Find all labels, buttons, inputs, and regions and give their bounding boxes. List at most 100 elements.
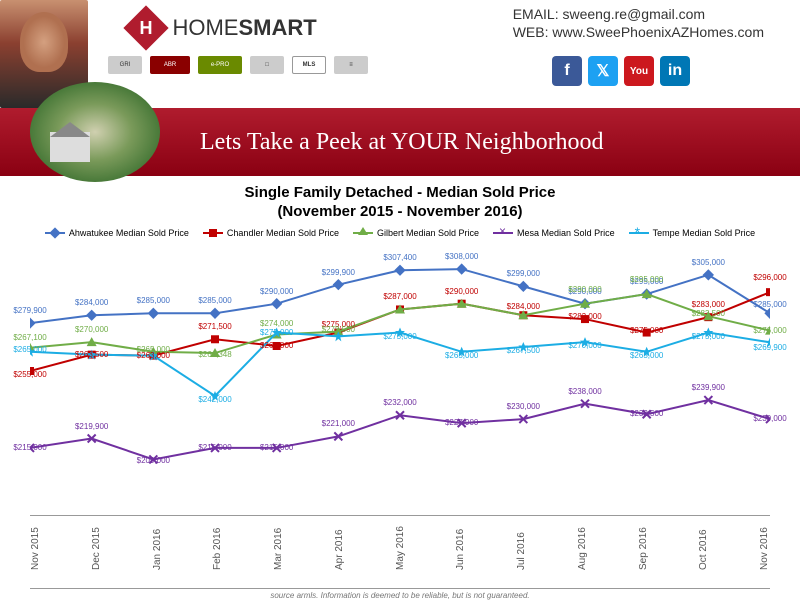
- data-label: $239,900: [692, 383, 725, 392]
- data-label: $265,000: [13, 345, 46, 354]
- legend-label: Ahwatukee Median Sold Price: [69, 228, 189, 238]
- data-label: $227,900: [445, 418, 478, 427]
- xaxis-label: Sep 2016: [638, 520, 649, 570]
- data-label: $295,000: [630, 275, 663, 284]
- xaxis-label: Jun 2016: [455, 520, 466, 570]
- data-label: $284,000: [507, 302, 540, 311]
- web-label: WEB:: [513, 24, 549, 40]
- legend-item: Mesa Median Sold Price: [493, 228, 615, 238]
- web-value: www.SweePhoenixAZHomes.com: [552, 24, 764, 40]
- data-label: $283,500: [692, 309, 725, 318]
- legend-label: Tempe Median Sold Price: [653, 228, 756, 238]
- data-label: $209,000: [137, 457, 170, 466]
- data-label: $219,900: [75, 422, 108, 431]
- data-label: $275,000: [630, 326, 663, 335]
- legend-marker-icon: [203, 232, 223, 234]
- chart-legend: Ahwatukee Median Sold Price Chandler Medi…: [30, 228, 770, 238]
- data-label: $275,000: [692, 332, 725, 341]
- banner: Lets Take a Peek at YOUR Neighborhood: [0, 108, 800, 176]
- data-label: $215,000: [198, 443, 231, 452]
- footer-disclaimer: source armls. Information is deemed to b…: [0, 588, 800, 600]
- twitter-icon[interactable]: 𝕏: [588, 56, 618, 86]
- data-label: $215,000: [260, 443, 293, 452]
- legend-marker-icon: [45, 232, 65, 234]
- data-label: $296,000: [753, 273, 786, 282]
- data-label: $276,000: [753, 326, 786, 335]
- data-label: $287,000: [383, 293, 416, 302]
- email-label: EMAIL:: [513, 6, 559, 22]
- chart-title: Single Family Detached - Median Sold Pri…: [30, 184, 770, 201]
- linkedin-icon[interactable]: in: [660, 56, 690, 86]
- brand-text: HOMESMART: [172, 15, 316, 41]
- data-label: $305,000: [692, 258, 725, 267]
- data-label: $238,000: [568, 387, 601, 396]
- cert-gri: GRI: [108, 56, 142, 74]
- data-label: $299,000: [507, 270, 540, 279]
- data-label: $267,100: [13, 333, 46, 342]
- legend-marker-icon: [493, 232, 513, 234]
- data-label: $230,000: [753, 414, 786, 423]
- data-label: $290,000: [445, 287, 478, 296]
- data-label: $268,000: [260, 341, 293, 350]
- data-label: $307,400: [383, 253, 416, 262]
- legend-label: Gilbert Median Sold Price: [377, 228, 479, 238]
- xaxis-label: Nov 2015: [30, 520, 41, 570]
- chart-xaxis: Nov 2015 Dec 2015 Jan 2016 Feb 2016 Mar 2016…: [30, 515, 770, 570]
- banner-neighborhood-icon: [30, 82, 160, 182]
- data-label: $275,000: [383, 332, 416, 341]
- xaxis-label: Mar 2016: [273, 520, 284, 570]
- data-label: $265,000: [630, 351, 663, 360]
- data-label: $264,348: [198, 350, 231, 359]
- xaxis-label: Oct 2016: [698, 520, 709, 570]
- data-label: $269,900: [753, 344, 786, 353]
- xaxis-label: Dec 2015: [91, 520, 102, 570]
- legend-label: Mesa Median Sold Price: [517, 228, 615, 238]
- legend-item: Ahwatukee Median Sold Price: [45, 228, 189, 238]
- data-label: $308,000: [445, 252, 478, 261]
- data-label: $271,500: [198, 322, 231, 331]
- data-label: $221,000: [322, 420, 355, 429]
- data-label: $285,000: [137, 296, 170, 305]
- chart-plot: $279,900$284,000$285,000$285,000$290,000…: [30, 246, 770, 496]
- data-label: $232,000: [383, 398, 416, 407]
- xaxis-label: Jan 2016: [152, 520, 163, 570]
- data-label: $279,900: [13, 306, 46, 315]
- cert-abr: ABR: [150, 56, 190, 74]
- data-label: $284,000: [75, 298, 108, 307]
- facebook-icon[interactable]: f: [552, 56, 582, 86]
- data-label: $265,000: [137, 345, 170, 354]
- cert-misc1: □: [250, 56, 284, 74]
- legend-marker-icon: [353, 232, 373, 234]
- data-label: $285,000: [198, 296, 231, 305]
- legend-item: Tempe Median Sold Price: [629, 228, 756, 238]
- cert-mls: MLS: [292, 56, 326, 74]
- contact-info: EMAIL: sweeng.re@gmail.com WEB: www.Swee…: [513, 6, 764, 42]
- brand-logo: HOMESMART: [130, 12, 317, 44]
- data-label: $275,000: [260, 328, 293, 337]
- legend-marker-icon: [629, 232, 649, 234]
- legend-item: Chandler Median Sold Price: [203, 228, 339, 238]
- data-label: $290,000: [568, 285, 601, 294]
- data-label: $282,000: [568, 312, 601, 321]
- youtube-icon[interactable]: You: [624, 56, 654, 86]
- cert-epro: e-PRO: [198, 56, 242, 74]
- certifications: GRI ABR e-PRO □ MLS ≡: [108, 56, 368, 74]
- data-label: $230,000: [507, 402, 540, 411]
- social-icons: f 𝕏 You in: [552, 56, 690, 86]
- chart-subtitle: (November 2015 - November 2016): [30, 203, 770, 220]
- banner-text: Lets Take a Peek at YOUR Neighborhood: [200, 129, 604, 156]
- data-label: $232,500: [630, 409, 663, 418]
- data-label: $265,000: [445, 351, 478, 360]
- data-label: $215,000: [13, 443, 46, 452]
- chart-region: Single Family Detached - Median Sold Pri…: [0, 176, 800, 496]
- xaxis-label: Feb 2016: [212, 520, 223, 570]
- data-label: $242,000: [198, 395, 231, 404]
- xaxis-label: Jul 2016: [516, 520, 527, 570]
- data-label: $299,900: [322, 268, 355, 277]
- cert-eho: ≡: [334, 56, 368, 74]
- data-label: $270,000: [75, 325, 108, 334]
- xaxis-label: May 2016: [395, 520, 406, 570]
- data-label: $290,000: [260, 287, 293, 296]
- data-label: $267,500: [507, 346, 540, 355]
- data-label: $263,500: [75, 350, 108, 359]
